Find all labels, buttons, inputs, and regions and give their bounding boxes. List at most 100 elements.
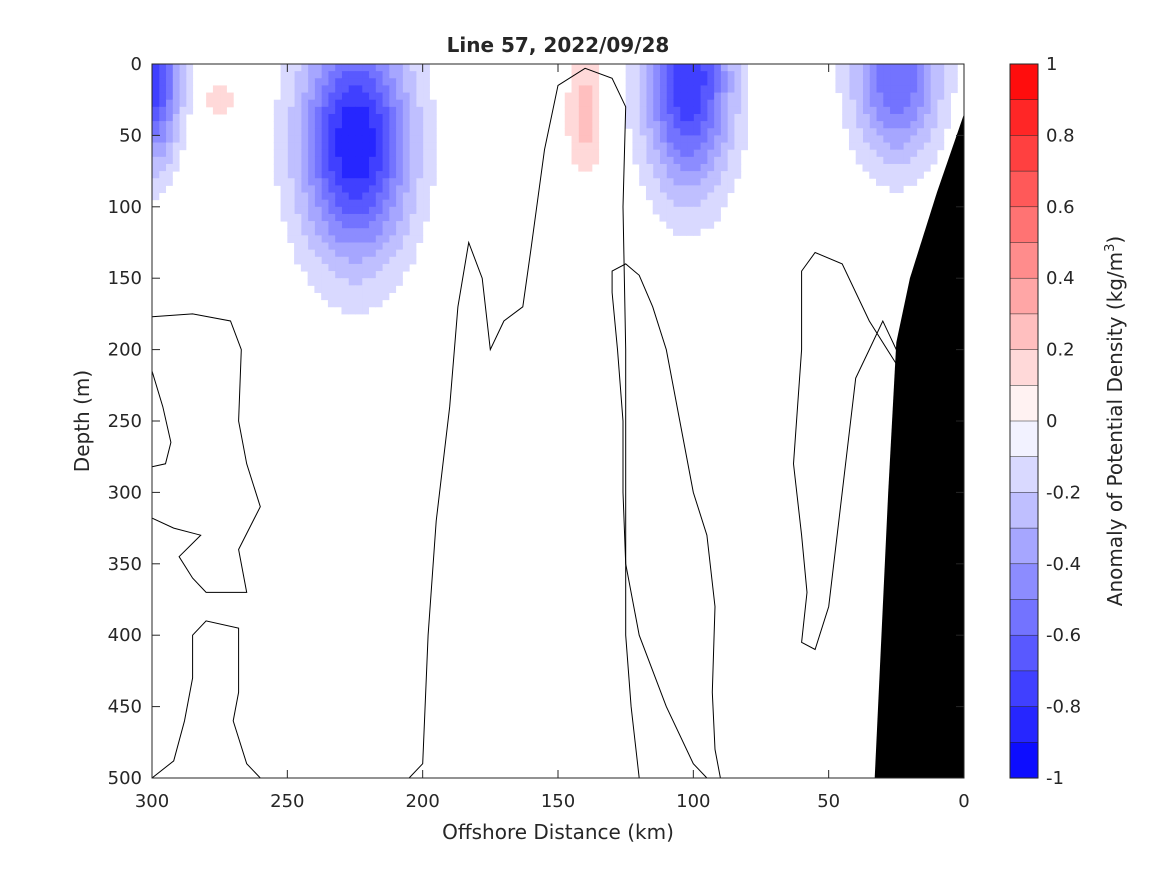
anomaly-cell (713, 185, 721, 194)
anomaly-cell (280, 92, 288, 101)
anomaly-cell (368, 99, 376, 108)
anomaly-cell (152, 142, 160, 151)
anomaly-cell (645, 121, 654, 129)
anomaly-cell (706, 142, 715, 151)
anomaly-cell (395, 178, 403, 186)
anomaly-cell (578, 128, 586, 136)
anomaly-cell (571, 92, 579, 101)
anomaly-cell (848, 78, 857, 86)
anomaly-cell (152, 121, 160, 129)
anomaly-cell (307, 271, 315, 279)
anomaly-cell (172, 135, 180, 144)
anomaly-cell (294, 135, 302, 144)
anomaly-cell (666, 78, 674, 86)
anomaly-cell (639, 64, 647, 72)
anomaly-cell (382, 64, 390, 72)
anomaly-cell (889, 178, 897, 186)
anomaly-cell (375, 106, 383, 115)
anomaly-cell (882, 64, 891, 72)
anomaly-cell (713, 113, 721, 122)
colorbar-tick-label: 0.6 (1046, 197, 1075, 218)
anomaly-cell (896, 113, 904, 122)
anomaly-cell (855, 128, 863, 136)
anomaly-cell (862, 106, 870, 115)
anomaly-cell (327, 271, 336, 279)
anomaly-cell (327, 235, 336, 243)
anomaly-cell (388, 228, 397, 236)
anomaly-cell (740, 106, 748, 115)
anomaly-cell (422, 85, 430, 94)
anomaly-cell (321, 156, 329, 165)
anomaly-cell (936, 128, 945, 136)
anomaly-cell (713, 192, 721, 201)
anomaly-cell (375, 78, 383, 86)
colorbar-tick-label: 0.2 (1046, 340, 1075, 361)
anomaly-cell (185, 71, 194, 79)
anomaly-cell (659, 185, 667, 194)
anomaly-cell (348, 285, 356, 293)
anomaly-cell (341, 299, 349, 308)
anomaly-cell (679, 171, 688, 179)
anomaly-cell (693, 135, 701, 144)
anomaly-cell (388, 235, 397, 243)
anomaly-cell (375, 256, 383, 265)
anomaly-cell (733, 128, 742, 136)
anomaly-cell (706, 135, 715, 144)
colorbar-cell (1009, 492, 1039, 529)
anomaly-cell (936, 99, 945, 108)
anomaly-cell (395, 242, 403, 251)
anomaly-cell (571, 99, 579, 108)
anomaly-cell (165, 121, 173, 129)
anomaly-cell (375, 206, 383, 215)
anomaly-cell (307, 163, 315, 172)
anomaly-cell (314, 235, 322, 243)
anomaly-cell (848, 121, 857, 129)
anomaly-cell (361, 185, 370, 194)
anomaly-cell (422, 142, 430, 151)
anomaly-cell (341, 271, 349, 279)
anomaly-cell (287, 64, 295, 72)
anomaly-cell (882, 92, 891, 101)
anomaly-cell (916, 106, 924, 115)
anomaly-cell (415, 185, 424, 194)
anomaly-cell (152, 185, 160, 194)
anomaly-cell (382, 192, 390, 201)
anomaly-cell (321, 142, 329, 151)
anomaly-cell (889, 113, 897, 122)
anomaly-cell (172, 85, 180, 94)
anomaly-cell (294, 163, 302, 172)
anomaly-cell (943, 92, 951, 101)
anomaly-cell (409, 113, 417, 122)
anomaly-cell (686, 221, 694, 229)
anomaly-cell (733, 99, 742, 108)
anomaly-cell (876, 113, 884, 122)
anomaly-cell (368, 192, 376, 201)
anomaly-cell (652, 99, 660, 108)
anomaly-cell (314, 206, 322, 215)
anomaly-cell (564, 92, 573, 101)
anomaly-cell (321, 92, 329, 101)
anomaly-cell (172, 163, 180, 172)
anomaly-cell (294, 213, 302, 222)
anomaly-cell (706, 156, 715, 165)
anomaly-cell (152, 178, 160, 186)
anomaly-cell (862, 99, 870, 108)
anomaly-cell (645, 192, 654, 201)
anomaly-cell (923, 135, 931, 144)
anomaly-cell (673, 199, 681, 208)
anomaly-cell (334, 185, 342, 194)
anomaly-cell (314, 85, 322, 94)
anomaly-cell (909, 106, 918, 115)
anomaly-cell (334, 178, 342, 186)
anomaly-cell (896, 99, 904, 108)
anomaly-cell (280, 192, 288, 201)
zero-contours (152, 67, 911, 778)
anomaly-cell (896, 149, 904, 158)
anomaly-cell (415, 106, 424, 115)
anomaly-cell (659, 113, 667, 122)
anomaly-cell (903, 85, 911, 94)
anomaly-cell (321, 192, 329, 201)
anomaly-cell (321, 64, 329, 72)
anomaly-cell (693, 121, 701, 129)
anomaly-cell (368, 149, 376, 158)
